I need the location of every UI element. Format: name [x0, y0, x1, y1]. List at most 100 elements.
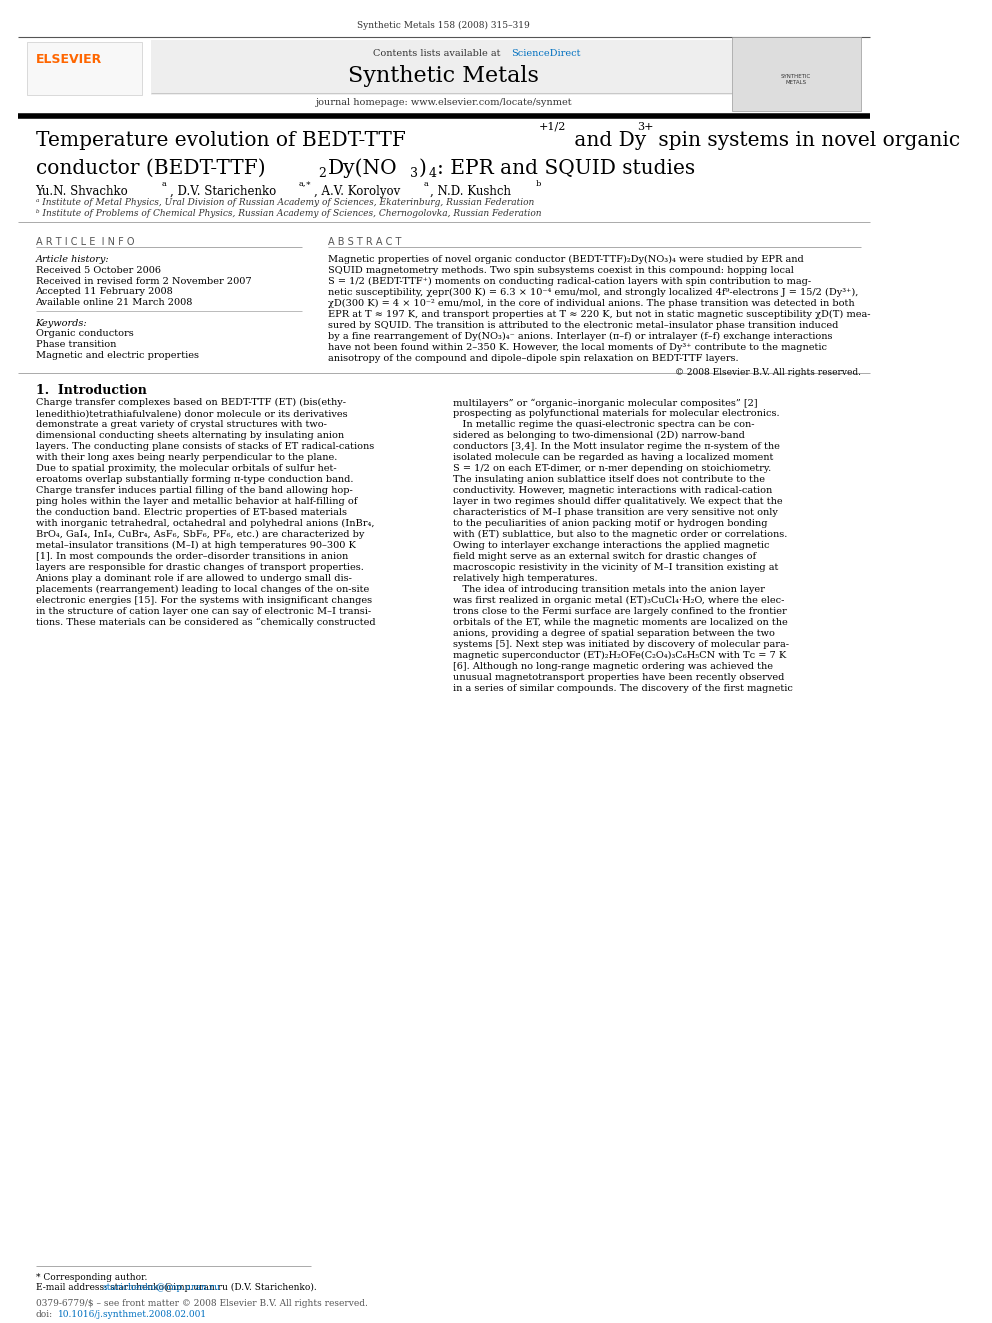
Text: the conduction band. Electric properties of ET-based materials: the conduction band. Electric properties… [36, 508, 346, 517]
Text: a,∗: a,∗ [299, 180, 311, 188]
Text: [6]. Although no long-range magnetic ordering was achieved the: [6]. Although no long-range magnetic ord… [452, 662, 773, 671]
Text: systems [5]. Next step was initiated by discovery of molecular para-: systems [5]. Next step was initiated by … [452, 640, 789, 648]
FancyBboxPatch shape [27, 42, 142, 95]
Text: multilayers” or “organic–inorganic molecular composites” [2]: multilayers” or “organic–inorganic molec… [452, 398, 757, 407]
Text: Magnetic properties of novel organic conductor (BEDT-TTF)₂Dy(NO₃)₄ were studied : Magnetic properties of novel organic con… [328, 255, 805, 265]
Text: Received in revised form 2 November 2007: Received in revised form 2 November 2007 [36, 277, 251, 286]
Text: prospecting as polyfunctional materials for molecular electronics.: prospecting as polyfunctional materials … [452, 409, 780, 418]
Text: ᵇ Institute of Problems of Chemical Physics, Russian Academy of Sciences, Cherno: ᵇ Institute of Problems of Chemical Phys… [36, 209, 541, 218]
Text: electronic energies [15]. For the systems with insignificant changes: electronic energies [15]. For the system… [36, 595, 372, 605]
Text: layers are responsible for drastic changes of transport properties.: layers are responsible for drastic chang… [36, 562, 363, 572]
Text: was first realized in organic metal (ET)₃CuCl₄·H₂O, where the elec-: was first realized in organic metal (ET)… [452, 595, 784, 605]
Text: Anions play a dominant role if are allowed to undergo small dis-: Anions play a dominant role if are allow… [36, 574, 352, 583]
Text: SYNTHETIC
METALS: SYNTHETIC METALS [781, 74, 811, 85]
Text: Charge transfer complexes based on BEDT-TTF (ET) (bis(ethy-: Charge transfer complexes based on BEDT-… [36, 398, 345, 407]
Text: Available online 21 March 2008: Available online 21 March 2008 [36, 298, 192, 307]
Text: conductivity. However, magnetic interactions with radical-cation: conductivity. However, magnetic interact… [452, 486, 772, 495]
Text: Dy(NO: Dy(NO [327, 159, 397, 179]
FancyBboxPatch shape [151, 40, 732, 95]
Text: E-mail address: starichenko@imp.uran.ru (D.V. Starichenko).: E-mail address: starichenko@imp.uran.ru … [36, 1283, 316, 1293]
Text: eroatoms overlap substantially forming π-type conduction band.: eroatoms overlap substantially forming π… [36, 475, 353, 484]
Text: Temperature evolution of BEDT-TTF: Temperature evolution of BEDT-TTF [36, 131, 406, 149]
Text: Accepted 11 February 2008: Accepted 11 February 2008 [36, 287, 174, 296]
Text: orbitals of the ET, while the magnetic moments are localized on the: orbitals of the ET, while the magnetic m… [452, 618, 788, 627]
Text: Phase transition: Phase transition [36, 340, 116, 349]
Text: lenedithio)tetrathiafulvalene) donor molecule or its derivatives: lenedithio)tetrathiafulvalene) donor mol… [36, 409, 347, 418]
Text: and Dy: and Dy [568, 131, 647, 149]
Text: 3: 3 [410, 167, 418, 180]
Text: with their long axes being nearly perpendicular to the plane.: with their long axes being nearly perpen… [36, 452, 337, 462]
Text: by a fine rearrangement of Dy(NO₃)₄⁻ anions. Interlayer (π–f) or intralayer (f–f: by a fine rearrangement of Dy(NO₃)₄⁻ ani… [328, 332, 833, 341]
Text: , D.V. Starichenko: , D.V. Starichenko [170, 185, 276, 198]
Text: journal homepage: www.elsevier.com/locate/synmet: journal homepage: www.elsevier.com/locat… [315, 98, 572, 107]
Text: EPR at T ≈ 197 K, and transport properties at T ≈ 220 K, but not in static magne: EPR at T ≈ 197 K, and transport properti… [328, 310, 871, 319]
Text: A R T I C L E  I N F O: A R T I C L E I N F O [36, 237, 134, 247]
Text: Magnetic and electric properties: Magnetic and electric properties [36, 351, 198, 360]
Text: dimensional conducting sheets alternating by insulating anion: dimensional conducting sheets alternatin… [36, 431, 343, 441]
Text: magnetic superconductor (ET)₂H₂OFe(C₂O₄)₃C₆H₅CN with Tᴄ = 7 K: magnetic superconductor (ET)₂H₂OFe(C₂O₄)… [452, 651, 786, 660]
Text: b: b [536, 180, 542, 188]
Text: macroscopic resistivity in the vicinity of M–I transition existing at: macroscopic resistivity in the vicinity … [452, 562, 778, 572]
Text: Article history:: Article history: [36, 255, 109, 265]
Text: 2: 2 [317, 167, 325, 180]
Text: Organic conductors: Organic conductors [36, 329, 133, 339]
Text: Charge transfer induces partial filling of the band allowing hop-: Charge transfer induces partial filling … [36, 486, 352, 495]
Text: layer in two regimes should differ qualitatively. We expect that the: layer in two regimes should differ quali… [452, 497, 783, 507]
Text: Owing to interlayer exchange interactions the applied magnetic: Owing to interlayer exchange interaction… [452, 541, 769, 550]
Text: ping holes within the layer and metallic behavior at half-filling of: ping holes within the layer and metallic… [36, 497, 357, 507]
Text: isolated molecule can be regarded as having a localized moment: isolated molecule can be regarded as hav… [452, 452, 773, 462]
Text: tions. These materials can be considered as “chemically constructed: tions. These materials can be considered… [36, 618, 375, 627]
Text: sidered as belonging to two-dimensional (2D) narrow-band: sidered as belonging to two-dimensional … [452, 431, 745, 441]
Text: Received 5 October 2006: Received 5 October 2006 [36, 266, 161, 275]
Text: BrO₄, GaI₄, InI₄, CuBr₄, AsF₆, SbF₆, PF₆, etc.) are characterized by: BrO₄, GaI₄, InI₄, CuBr₄, AsF₆, SbF₆, PF₆… [36, 531, 364, 538]
Text: ᵃ Institute of Metal Physics, Ural Division of Russian Academy of Sciences, Ekat: ᵃ Institute of Metal Physics, Ural Divis… [36, 198, 534, 208]
Text: anisotropy of the compound and dipole–dipole spin relaxation on BEDT-TTF layers.: anisotropy of the compound and dipole–di… [328, 355, 739, 364]
Text: : EPR and SQUID studies: : EPR and SQUID studies [436, 159, 694, 177]
Text: , A.V. Korolyov: , A.V. Korolyov [314, 185, 401, 198]
Text: Keywords:: Keywords: [36, 319, 87, 328]
Text: characteristics of M–I phase transition are very sensitive not only: characteristics of M–I phase transition … [452, 508, 778, 517]
Text: S = 1/2 on each ET-dimer, or n-mer depending on stoichiometry.: S = 1/2 on each ET-dimer, or n-mer depen… [452, 464, 771, 474]
Text: netic susceptibility, χepr(300 K) = 6.3 × 10⁻⁴ emu/mol, and strongly localized 4: netic susceptibility, χepr(300 K) = 6.3 … [328, 288, 859, 298]
Text: , N.D. Kushch: , N.D. Kushch [431, 185, 512, 198]
Text: Contents lists available at: Contents lists available at [373, 49, 503, 58]
Text: layers. The conducting plane consists of stacks of ET radical-cations: layers. The conducting plane consists of… [36, 442, 374, 451]
Text: Due to spatial proximity, the molecular orbitals of sulfur het-: Due to spatial proximity, the molecular … [36, 464, 336, 474]
Text: Synthetic Metals 158 (2008) 315–319: Synthetic Metals 158 (2008) 315–319 [357, 21, 530, 30]
Text: S = 1/2 (BEDT-TTF⁺) moments on conducting radical-cation layers with spin contri: S = 1/2 (BEDT-TTF⁺) moments on conductin… [328, 278, 811, 286]
Text: a: a [162, 180, 167, 188]
Text: spin systems in novel organic: spin systems in novel organic [653, 131, 960, 149]
Text: with inorganic tetrahedral, octahedral and polyhedral anions (InBr₄,: with inorganic tetrahedral, octahedral a… [36, 519, 374, 528]
Text: ): ) [419, 159, 427, 177]
Text: In metallic regime the quasi-electronic spectra can be con-: In metallic regime the quasi-electronic … [452, 421, 754, 429]
FancyBboxPatch shape [732, 37, 861, 111]
Text: 3+: 3+ [637, 122, 654, 132]
Text: with (ET) sublattice, but also to the magnetic order or correlations.: with (ET) sublattice, but also to the ma… [452, 531, 787, 538]
Text: in a series of similar compounds. The discovery of the first magnetic: in a series of similar compounds. The di… [452, 684, 793, 693]
Text: SQUID magnetometry methods. Two spin subsystems coexist in this compound: hoppin: SQUID magnetometry methods. Two spin sub… [328, 266, 795, 275]
Text: © 2008 Elsevier B.V. All rights reserved.: © 2008 Elsevier B.V. All rights reserved… [675, 368, 861, 377]
Text: * Corresponding author.: * Corresponding author. [36, 1273, 147, 1282]
Text: 0379-6779/$ – see front matter © 2008 Elsevier B.V. All rights reserved.: 0379-6779/$ – see front matter © 2008 El… [36, 1299, 367, 1308]
Text: sured by SQUID. The transition is attributed to the electronic metal–insulator p: sured by SQUID. The transition is attrib… [328, 321, 839, 331]
Text: doi:: doi: [36, 1310, 53, 1319]
Text: conductors [3,4]. In the Mott insulator regime the π-system of the: conductors [3,4]. In the Mott insulator … [452, 442, 780, 451]
Text: placements (rearrangement) leading to local changes of the on-site: placements (rearrangement) leading to lo… [36, 585, 369, 594]
Text: +1/2: +1/2 [539, 122, 566, 132]
Text: metal–insulator transitions (M–I) at high temperatures 90–300 K: metal–insulator transitions (M–I) at hig… [36, 541, 355, 550]
Text: A B S T R A C T: A B S T R A C T [328, 237, 402, 247]
Text: 4: 4 [429, 167, 436, 180]
Text: relatively high temperatures.: relatively high temperatures. [452, 574, 597, 583]
Text: Yu.N. Shvachko: Yu.N. Shvachko [36, 185, 128, 198]
Text: The idea of introducing transition metals into the anion layer: The idea of introducing transition metal… [452, 585, 765, 594]
Text: ELSEVIER: ELSEVIER [36, 53, 102, 66]
Text: anions, providing a degree of spatial separation between the two: anions, providing a degree of spatial se… [452, 628, 775, 638]
Text: field might serve as an external switch for drastic changes of: field might serve as an external switch … [452, 552, 756, 561]
Text: [1]. In most compounds the order–disorder transitions in anion: [1]. In most compounds the order–disorde… [36, 552, 348, 561]
Text: trons close to the Fermi surface are largely confined to the frontier: trons close to the Fermi surface are lar… [452, 607, 787, 617]
Text: The insulating anion sublattice itself does not contribute to the: The insulating anion sublattice itself d… [452, 475, 765, 484]
Text: to the peculiarities of anion packing motif or hydrogen bonding: to the peculiarities of anion packing mo… [452, 519, 767, 528]
Text: a: a [424, 180, 429, 188]
Text: ScienceDirect: ScienceDirect [511, 49, 580, 58]
Text: conductor (BEDT-TTF): conductor (BEDT-TTF) [36, 159, 265, 177]
